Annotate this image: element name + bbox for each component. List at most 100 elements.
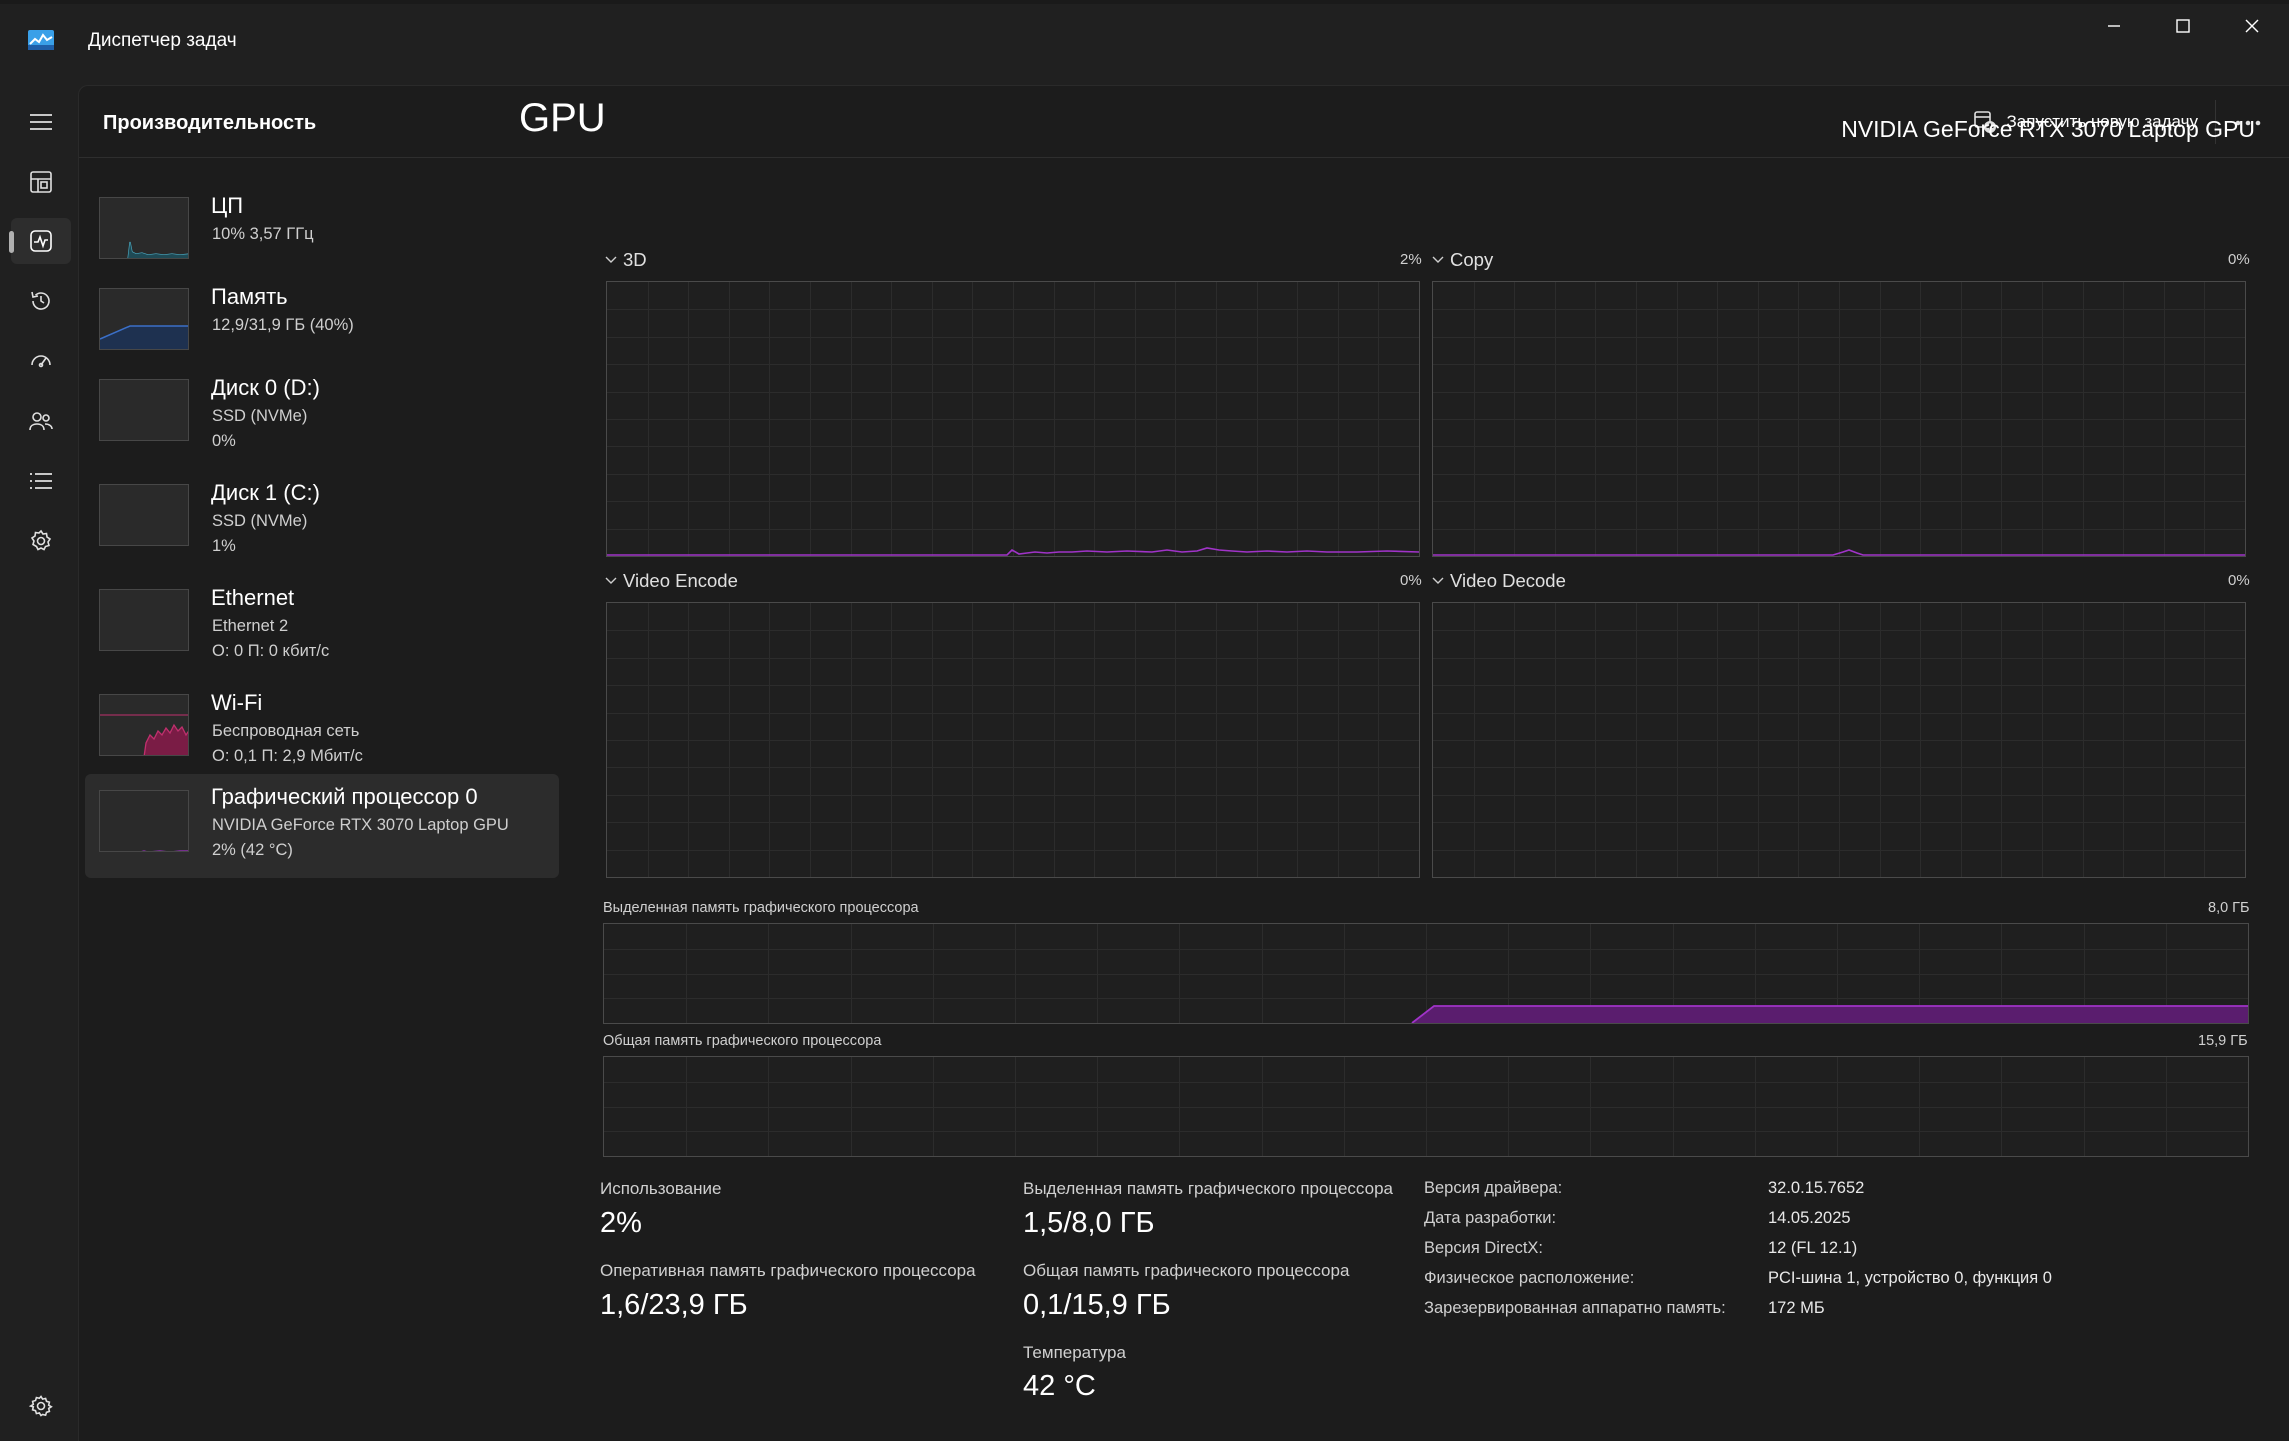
engine-3d-line xyxy=(607,547,1419,556)
perf-item-detail: 12,9/31,9 ГБ (40%) xyxy=(212,316,354,334)
engine-copy-line xyxy=(1433,549,2245,556)
dedicated-memory-value: 1,5/8,0 ГБ xyxy=(1023,1207,1155,1239)
disk1-thumbnail-graph xyxy=(99,484,189,546)
engine-copy-percent: 0% xyxy=(2228,251,2250,268)
perf-item-name: Диск 1 (C:) xyxy=(211,480,320,505)
info-value: 14.05.2025 xyxy=(1768,1209,1851,1227)
dedicated-memory-max: 8,0 ГБ xyxy=(2208,900,2250,916)
perf-item-name: Ethernet xyxy=(211,585,295,610)
perf-item-detail: Ethernet 2 xyxy=(212,617,289,635)
gpu-ram-value: 1,6/23,9 ГБ xyxy=(600,1289,748,1321)
perf-item-name: Диск 0 (D:) xyxy=(211,375,320,400)
graph-grid xyxy=(604,1057,2248,1156)
perf-item-usage: 0% xyxy=(212,432,236,450)
services-icon xyxy=(30,529,52,551)
graph-grid xyxy=(1433,282,2245,556)
perf-item-memory[interactable]: Память 12,9/31,9 ГБ (40%) xyxy=(85,274,559,376)
engine-video-decode-percent: 0% xyxy=(2228,572,2250,589)
header-separator xyxy=(2215,100,2216,144)
nav-services[interactable] xyxy=(11,518,71,564)
engine-video-encode-graph xyxy=(606,602,1420,878)
engine-3d-selector[interactable]: 3D xyxy=(605,249,647,271)
nav-processes[interactable] xyxy=(11,159,71,205)
shared-memory-label: Общая память графического процессора xyxy=(1023,1261,1350,1280)
engine-label: Video Encode xyxy=(623,570,738,591)
perf-item-disk-0[interactable]: Диск 0 (D:) SSD (NVMe) 0% xyxy=(85,365,559,467)
graph-grid xyxy=(607,282,1419,556)
info-key: Физическое расположение: xyxy=(1424,1269,1635,1287)
gpu-model-name: NVIDIA GeForce RTX 3070 Laptop GPU xyxy=(1841,116,2255,142)
memory-thumbnail-graph xyxy=(99,288,189,350)
nav-users[interactable] xyxy=(11,398,71,444)
dedicated-memory-fill xyxy=(1411,1005,2248,1023)
shared-memory-graph-label: Общая память графического процессора xyxy=(603,1033,882,1049)
menu-button[interactable] xyxy=(11,99,71,145)
engine-label: 3D xyxy=(623,249,647,270)
perf-item-usage: 1% xyxy=(212,537,236,555)
perf-item-name: ЦП xyxy=(211,193,244,218)
run-new-task-button[interactable]: Запустить новую задачу xyxy=(1973,104,2198,140)
more-dots-icon xyxy=(2235,120,2261,126)
users-icon xyxy=(29,412,53,431)
usage-label: Использование xyxy=(600,1179,722,1198)
engine-copy-selector[interactable]: Copy xyxy=(1432,249,1493,271)
engine-video-encode-selector[interactable]: Video Encode xyxy=(605,570,738,592)
perf-item-detail: 10% 3,57 ГГц xyxy=(212,225,314,243)
title-bar: Диспетчер задач xyxy=(0,0,2289,85)
cpu-thumbnail-graph xyxy=(99,197,189,259)
engine-3d-graph xyxy=(606,281,1420,557)
engine-3d-percent: 2% xyxy=(1400,251,1422,268)
temperature-value: 42 °C xyxy=(1023,1370,1096,1402)
performance-icon xyxy=(30,230,52,252)
info-key: Версия DirectX: xyxy=(1424,1239,1544,1257)
window-title: Диспетчер задач xyxy=(88,30,237,51)
info-key: Зарезервированная аппаратно память: xyxy=(1424,1299,1726,1317)
details-list-icon xyxy=(30,473,52,489)
chevron-down-icon xyxy=(605,577,617,584)
nav-app-history[interactable] xyxy=(11,278,71,324)
info-value: 32.0.15.7652 xyxy=(1768,1179,1865,1197)
engine-video-decode-selector[interactable]: Video Decode xyxy=(1432,570,1566,592)
engine-label: Copy xyxy=(1450,249,1494,270)
perf-item-name: Графический процессор 0 xyxy=(211,784,478,809)
dedicated-memory-graph-label: Выделенная память графического процессор… xyxy=(603,900,919,916)
perf-item-ethernet[interactable]: Ethernet Ethernet 2 О: 0 П: 0 кбит/с xyxy=(85,575,559,677)
perf-item-throughput: О: 0 П: 0 кбит/с xyxy=(212,642,330,660)
navigation-rail xyxy=(0,85,78,1441)
perf-item-detail: Беспроводная сеть xyxy=(212,722,360,740)
info-value: 12 (FL 12.1) xyxy=(1768,1239,1858,1257)
page-title: Производительность xyxy=(103,112,317,134)
chevron-down-icon xyxy=(605,256,617,263)
usage-value: 2% xyxy=(600,1207,642,1239)
engine-copy-graph xyxy=(1432,281,2246,557)
perf-item-throughput: О: 0,1 П: 2,9 Мбит/с xyxy=(212,747,363,765)
graph-grid xyxy=(1433,603,2245,877)
nav-performance[interactable] xyxy=(9,218,71,264)
gpu-ram-label: Оперативная память графического процессо… xyxy=(600,1261,976,1280)
settings-gear-icon xyxy=(29,1395,53,1417)
shared-memory-max: 15,9 ГБ xyxy=(2198,1033,2248,1049)
perf-item-cpu[interactable]: ЦП 10% 3,57 ГГц xyxy=(85,183,559,285)
wifi-thumbnail-graph xyxy=(99,694,189,756)
minimize-button[interactable] xyxy=(2080,8,2148,44)
graph-grid xyxy=(607,603,1419,877)
nav-settings[interactable] xyxy=(11,1383,71,1429)
close-button[interactable] xyxy=(2218,8,2286,44)
perf-item-disk-1[interactable]: Диск 1 (C:) SSD (NVMe) 1% xyxy=(85,470,559,572)
disk0-thumbnail-graph xyxy=(99,379,189,441)
minimize-icon xyxy=(2108,25,2120,27)
nav-startup-apps[interactable] xyxy=(11,338,71,384)
nav-details[interactable] xyxy=(11,458,71,504)
perf-item-detail: SSD (NVMe) xyxy=(212,512,308,530)
page-header: Производительность Запустить новую задач… xyxy=(79,86,2289,158)
gpu-heading: GPU xyxy=(519,96,606,140)
perf-item-wifi[interactable]: Wi-Fi Беспроводная сеть О: 0,1 П: 2,9 Мб… xyxy=(85,680,559,782)
info-key: Дата разработки: xyxy=(1424,1209,1557,1227)
info-value: PCI-шина 1, устройство 0, функция 0 xyxy=(1768,1269,2052,1287)
perf-item-gpu-0[interactable]: Графический процессор 0 NVIDIA GeForce R… xyxy=(85,774,559,878)
maximize-button[interactable] xyxy=(2149,8,2217,44)
hamburger-menu-icon xyxy=(30,114,52,130)
dedicated-memory-graph xyxy=(603,923,2249,1024)
perf-item-usage: 2% (42 °C) xyxy=(212,841,293,859)
more-options-button[interactable] xyxy=(2228,108,2268,138)
